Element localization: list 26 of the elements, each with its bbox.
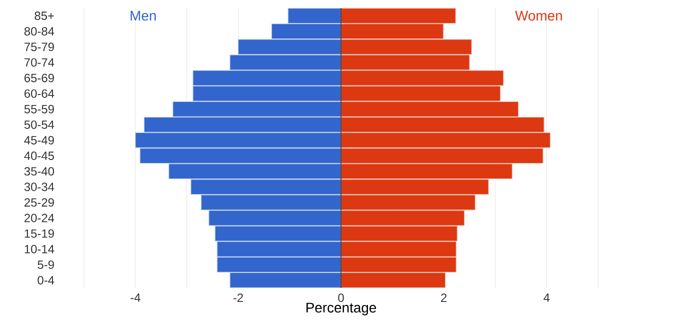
y-tick-label: 65-69 — [24, 74, 54, 82]
y-tick-label: 75-79 — [24, 42, 54, 52]
y-tick-label: 55-59 — [24, 104, 54, 114]
y-tick-label: 15-19 — [24, 229, 54, 238]
text: Women — [515, 10, 562, 21]
y-tick-label: 25-29 — [24, 198, 54, 207]
y-tick-label: 70-74 — [24, 58, 54, 67]
x-tick-label: 2 — [441, 294, 447, 302]
y-tick-label: 50-54 — [24, 120, 54, 129]
x-tick-label: -4 — [130, 294, 140, 302]
y-tick-label: 30-34 — [24, 182, 54, 192]
x-tick-label: 4 — [544, 294, 550, 302]
x-tick-label: 0 — [338, 294, 344, 302]
y-tick-label: 20-24 — [24, 214, 54, 222]
text: Men — [130, 10, 156, 21]
y-tick-label: 5-9 — [38, 260, 54, 269]
y-tick-label: 60-64 — [24, 89, 54, 98]
y-tick-label: 40-45 — [24, 152, 54, 160]
y-tick-label: 45-49 — [24, 136, 54, 144]
x-axis-title: Percentage — [306, 302, 376, 316]
y-tick-label: 10-14 — [24, 244, 54, 254]
y-tick-label: 80-84 — [24, 27, 54, 36]
y-tick-label: 35-40 — [24, 167, 54, 176]
y-tick-label: 85+ — [34, 12, 54, 20]
x-tick-label: -2 — [233, 294, 243, 302]
y-tick-label: 0-4 — [38, 276, 54, 284]
